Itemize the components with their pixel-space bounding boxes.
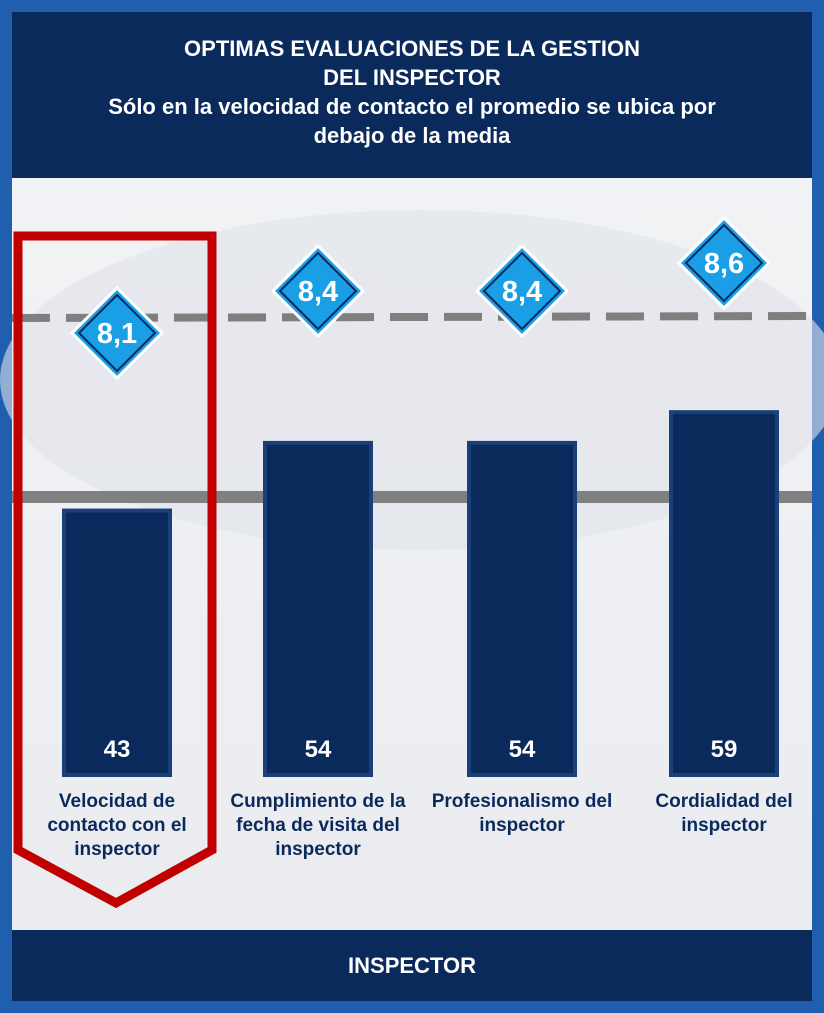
- bar-value-label: 43: [104, 736, 131, 763]
- bar-value-label: 54: [305, 736, 332, 763]
- header: OPTIMAS EVALUACIONES DE LA GESTION DEL I…: [12, 12, 812, 178]
- score-label: 8,4: [502, 276, 542, 308]
- x-axis-label: INSPECTOR: [12, 930, 812, 1001]
- bar: [671, 412, 777, 775]
- category-label: Cumplimiento de la fecha de visita del i…: [218, 790, 418, 862]
- category-label: Velocidad de contacto con el inspector: [17, 790, 217, 862]
- score-label: 8,4: [298, 276, 338, 308]
- chart-subtitle: Sólo en la velocidad de contacto el prom…: [102, 92, 722, 150]
- category-label: Cordialidad del inspector: [624, 790, 824, 838]
- bar: [469, 443, 575, 775]
- bar: [265, 443, 371, 775]
- page: 43 54 54 59 8,1 8,4 8,4 8,6 OPTIMAS EVALUACIONE…: [0, 0, 824, 1013]
- chart-title: OPTIMAS EVALUACIONES DE LA GESTION DEL I…: [182, 34, 642, 92]
- bar-value-label: 59: [711, 736, 738, 763]
- score-label: 8,1: [97, 318, 137, 350]
- bar-value-label: 54: [509, 736, 536, 763]
- score-label: 8,6: [704, 248, 744, 280]
- category-label: Profesionalismo del inspector: [422, 790, 622, 838]
